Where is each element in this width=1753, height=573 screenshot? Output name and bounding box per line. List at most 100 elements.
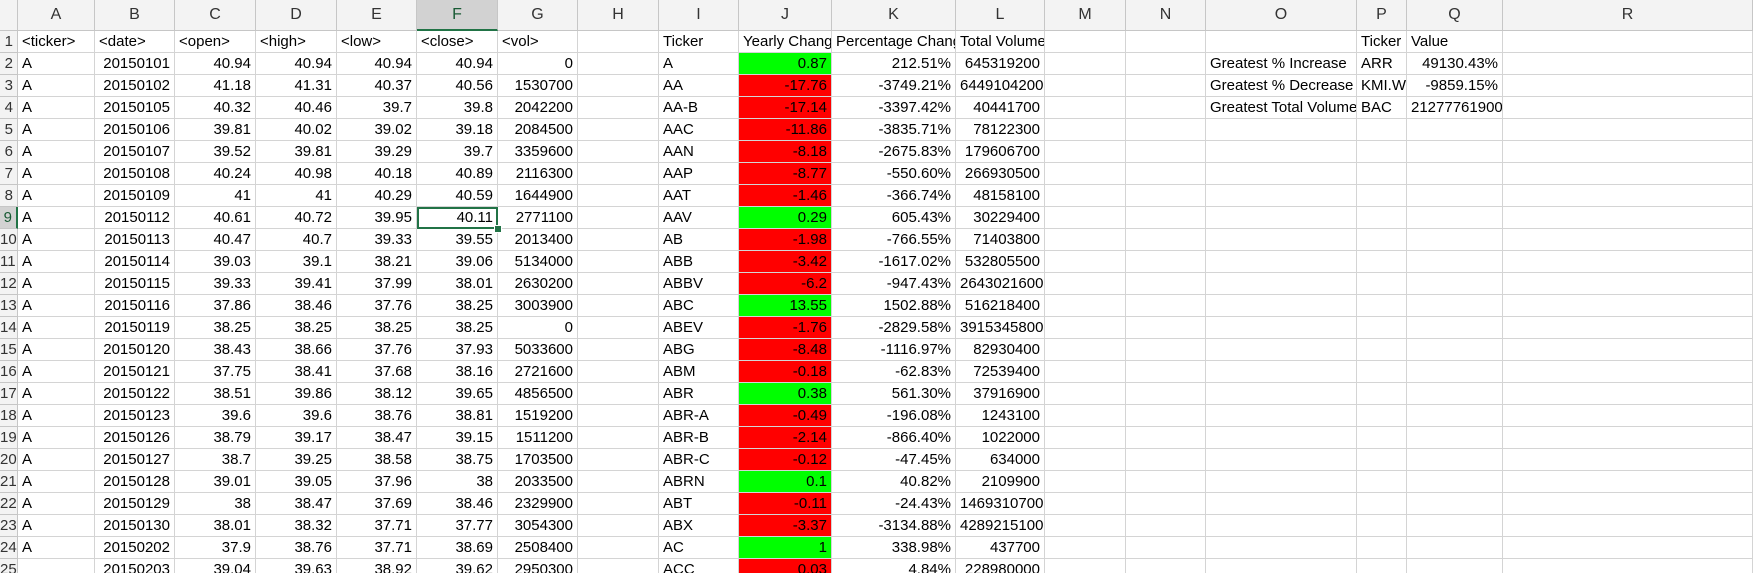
summary-ticker-cell[interactable]: AAC [659,119,739,141]
row-header-7[interactable]: 7 [0,163,18,185]
percentage-change-cell[interactable]: -47.45% [832,449,956,471]
raw-data-cell[interactable]: 40.47 [175,229,256,251]
raw-data-cell[interactable]: 4856500 [498,383,578,405]
raw-data-cell[interactable]: 38.46 [256,295,337,317]
yearly-change-positive-cell[interactable]: 0.1 [739,471,832,493]
grid-cell[interactable] [1045,53,1126,75]
raw-data-cell[interactable]: 40.18 [337,163,417,185]
total-volume-cell[interactable]: 2643021600 [956,273,1045,295]
raw-data-cell[interactable]: A [18,163,95,185]
raw-data-cell[interactable]: 20150121 [95,361,175,383]
yearly-change-negative-cell[interactable]: -0.11 [739,493,832,515]
grid-cell[interactable] [1357,493,1407,515]
grid-cell[interactable] [1206,361,1357,383]
raw-data-cell[interactable]: 20150129 [95,493,175,515]
summary-ticker-cell[interactable]: AAV [659,207,739,229]
raw-data-cell[interactable]: 0 [498,317,578,339]
grid-cell[interactable] [1357,471,1407,493]
percentage-change-cell[interactable]: -550.60% [832,163,956,185]
grid-cell[interactable] [1407,361,1503,383]
raw-data-cell[interactable]: 37.93 [417,339,498,361]
raw-data-cell[interactable]: A [18,361,95,383]
raw-data-cell[interactable]: 20150106 [95,119,175,141]
raw-data-cell[interactable]: 2013400 [498,229,578,251]
grid-cell[interactable] [1206,515,1357,537]
yearly-change-negative-cell[interactable]: -8.48 [739,339,832,361]
grid-cell[interactable] [1206,383,1357,405]
yearly-change-negative-cell[interactable]: -8.18 [739,141,832,163]
raw-data-cell[interactable]: 38.81 [417,405,498,427]
greatest-label-cell[interactable]: Greatest % Decrease [1206,75,1357,97]
grid-cell[interactable] [1357,361,1407,383]
row-header-11[interactable]: 11 [0,251,18,273]
row-header-16[interactable]: 16 [0,361,18,383]
row-header-13[interactable]: 13 [0,295,18,317]
greatest-value-cell[interactable]: 21277761900 [1407,97,1503,119]
grid-cell[interactable] [1126,53,1206,75]
active-cell[interactable]: 40.11 [417,207,498,229]
raw-data-cell[interactable]: 20150123 [95,405,175,427]
raw-header-cell[interactable]: <open> [175,31,256,53]
grid-cell[interactable] [1206,317,1357,339]
grid-cell[interactable] [1503,229,1753,251]
grid-cell[interactable] [1503,119,1753,141]
grid-cell[interactable] [1357,229,1407,251]
grid-cell[interactable] [1503,273,1753,295]
summary-ticker-cell[interactable]: ABX [659,515,739,537]
grid-cell[interactable] [578,515,659,537]
raw-data-cell[interactable]: 20150114 [95,251,175,273]
raw-data-cell[interactable]: 39.03 [175,251,256,273]
grid-cell[interactable] [1357,515,1407,537]
raw-data-cell[interactable]: A [18,449,95,471]
grid-cell[interactable] [578,339,659,361]
grid-cell[interactable] [1407,383,1503,405]
greatest-header-ticker[interactable]: Ticker [1357,31,1407,53]
raw-data-cell[interactable]: A [18,273,95,295]
grid-cell[interactable] [578,383,659,405]
grid-cell[interactable] [578,31,659,53]
percentage-change-cell[interactable]: 40.82% [832,471,956,493]
column-header-h[interactable]: H [578,0,659,31]
grid-cell[interactable] [1126,97,1206,119]
raw-data-cell[interactable]: 20150116 [95,295,175,317]
summary-ticker-cell[interactable]: ABR-B [659,427,739,449]
percentage-change-cell[interactable]: -766.55% [832,229,956,251]
raw-data-cell[interactable]: 38.21 [337,251,417,273]
raw-header-cell[interactable]: <close> [417,31,498,53]
raw-data-cell[interactable]: 40.37 [337,75,417,97]
percentage-change-cell[interactable]: 212.51% [832,53,956,75]
summary-ticker-cell[interactable]: ABT [659,493,739,515]
grid-cell[interactable] [1126,295,1206,317]
total-volume-cell[interactable]: 2109900 [956,471,1045,493]
raw-data-cell[interactable]: 37.68 [337,361,417,383]
grid-cell[interactable] [1503,317,1753,339]
percentage-change-cell[interactable]: -3397.42% [832,97,956,119]
raw-data-cell[interactable]: 39.86 [256,383,337,405]
grid-cell[interactable] [1357,119,1407,141]
grid-cell[interactable] [1206,405,1357,427]
column-header-j[interactable]: J [739,0,832,31]
total-volume-cell[interactable]: 78122300 [956,119,1045,141]
column-header-m[interactable]: M [1045,0,1126,31]
raw-data-cell[interactable]: 0 [498,53,578,75]
grid-cell[interactable] [578,537,659,559]
raw-data-cell[interactable]: 20150119 [95,317,175,339]
grid-cell[interactable] [1045,361,1126,383]
grid-cell[interactable] [1503,185,1753,207]
row-header-8[interactable]: 8 [0,185,18,207]
column-header-q[interactable]: Q [1407,0,1503,31]
raw-data-cell[interactable]: 39.05 [256,471,337,493]
row-header-25[interactable]: 25 [0,559,18,573]
raw-data-cell[interactable]: A [18,317,95,339]
summary-ticker-cell[interactable]: ABG [659,339,739,361]
grid-cell[interactable] [1045,207,1126,229]
raw-data-cell[interactable]: 2721600 [498,361,578,383]
row-header-17[interactable]: 17 [0,383,18,405]
percentage-change-cell[interactable]: 605.43% [832,207,956,229]
raw-data-cell[interactable]: A [18,75,95,97]
raw-data-cell[interactable]: A [18,53,95,75]
grid-cell[interactable] [1357,141,1407,163]
grid-cell[interactable] [1357,317,1407,339]
row-header-12[interactable]: 12 [0,273,18,295]
grid-cell[interactable] [1357,537,1407,559]
